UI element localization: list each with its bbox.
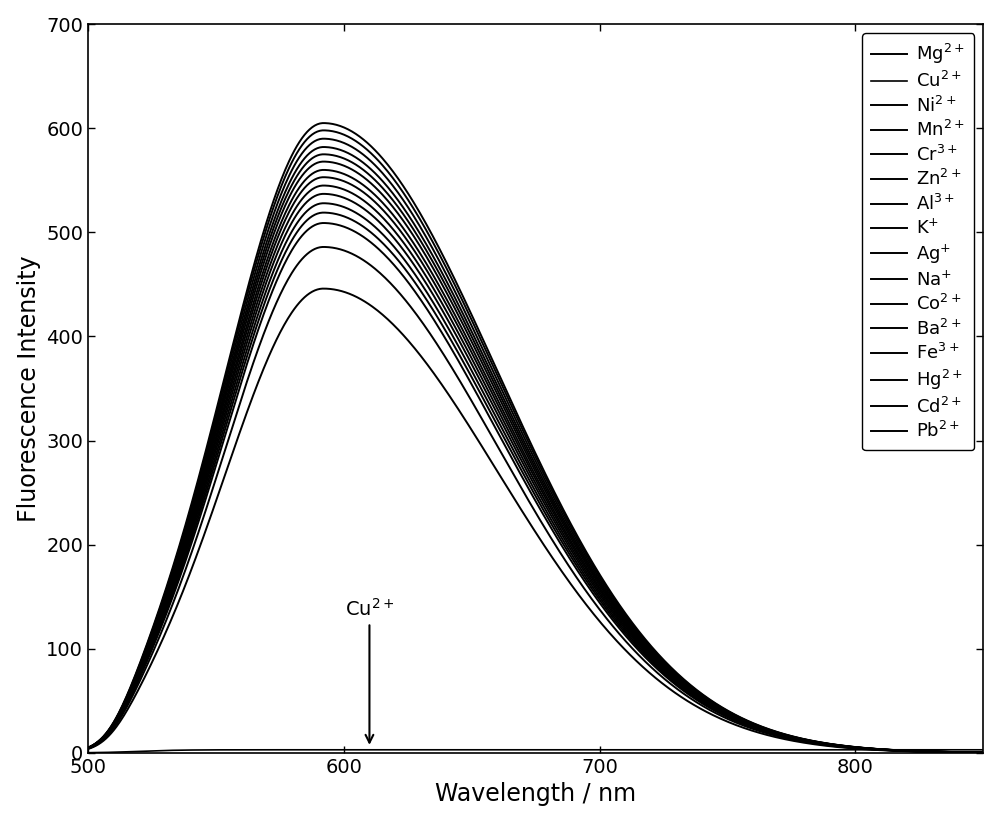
Text: Cu$^{2+}$: Cu$^{2+}$ — [345, 597, 394, 742]
Legend: Mg$^{2+}$, Cu$^{2+}$, Ni$^{2+}$, Mn$^{2+}$, Cr$^{3+}$, Zn$^{2+}$, Al$^{3+}$, K$^: Mg$^{2+}$, Cu$^{2+}$, Ni$^{2+}$, Mn$^{2+… — [862, 33, 974, 450]
Y-axis label: Fluorescence Intensity: Fluorescence Intensity — [17, 255, 41, 522]
X-axis label: Wavelength / nm: Wavelength / nm — [435, 783, 636, 807]
